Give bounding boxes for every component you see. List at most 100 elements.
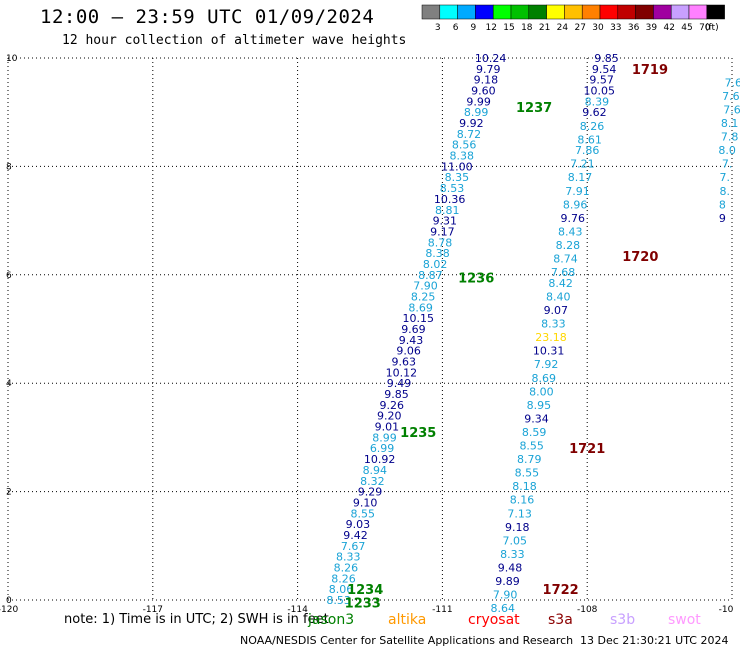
wave-height-value: 8.61 (577, 133, 602, 146)
legend-label: 15 (503, 23, 514, 33)
pass-label: 1720 (622, 250, 658, 265)
legend-swatch (670, 4, 690, 20)
wave-height-value: 7.90 (413, 280, 438, 293)
page-subtitle: 12 hour collection of altimeter wave hei… (62, 33, 407, 48)
axis-ticks: -120 -117 -114 -111 -108 -10 0 2 4 6 8 10 (0, 54, 734, 615)
wave-height-value: 9.34 (524, 412, 549, 425)
wave-height-value: 8.18 (512, 480, 537, 493)
wave-height-value: 8.0 (718, 144, 736, 157)
lat-tick-label: 4 (6, 379, 12, 389)
wave-height-value: 9.10 (353, 496, 378, 509)
wave-height-value: 10.36 (434, 193, 466, 206)
satellite-name-cryosat: cryosat (468, 612, 520, 628)
lat-tick-label: 2 (6, 488, 12, 498)
satellite-name-swot: swot (668, 612, 701, 628)
wave-height-value: 9.54 (592, 63, 617, 76)
wave-height-value: 8.38 (449, 150, 474, 163)
wave-height-value: 8.53 (326, 594, 351, 607)
legend-label: 45 (681, 23, 692, 33)
wave-height-value: 8.74 (553, 253, 578, 266)
wave-height-value: 9.26 (379, 399, 404, 412)
lon-tick-label: -108 (577, 605, 598, 615)
wave-height-value: 9.99 (466, 95, 491, 108)
wave-height-value: 8.38 (425, 247, 450, 260)
legend-label: 12 (485, 23, 496, 33)
wave-height-value: 9.89 (495, 575, 520, 588)
wave-height-value: 8.33 (336, 551, 361, 564)
legend-swatch (688, 4, 708, 20)
lon-tick-label: -120 (0, 605, 18, 615)
wave-height-value: 7.90 (493, 589, 518, 602)
wave-height-value: 8.43 (558, 225, 583, 238)
legend-label: 3 (435, 23, 441, 33)
wave-height-value: 7.68 (551, 266, 576, 279)
wave-height-value: 8.26 (580, 120, 605, 133)
pass-label: 1234 (347, 583, 383, 598)
wave-height-value: 10.05 (584, 85, 616, 98)
legend-swatch (475, 4, 494, 20)
legend-label: 70 (699, 23, 711, 33)
wave-height-value: 8.16 (510, 494, 535, 507)
wave-height-value: 9.42 (343, 529, 368, 542)
wave-height-value: 8.59 (522, 426, 547, 439)
wave-height-value: 9.20 (377, 410, 402, 423)
wave-height-value: 9.79 (476, 63, 501, 76)
satellite-track: 10.249.799.189.609.998.999.928.728.568.3… (326, 52, 506, 607)
lat-tick-label: 8 (6, 162, 12, 172)
wave-height-value: 9.60 (471, 85, 496, 98)
lon-tick-label: -10 (719, 605, 734, 615)
legend-swatch (581, 4, 601, 20)
legend-label: 6 (453, 23, 459, 33)
wave-height-value: 9.03 (346, 518, 371, 531)
legend-label: 30 (592, 23, 604, 33)
wave-height-value: 7.86 (575, 144, 600, 157)
satellite-tracks: 10.249.799.189.609.998.999.928.728.568.3… (326, 52, 740, 615)
wave-height-value: 8.1 (721, 117, 739, 130)
legend-label: 9 (471, 23, 477, 33)
wave-height-value: 8.81 (435, 204, 460, 217)
legend-swatch (617, 4, 636, 20)
wave-height-value: 6.99 (370, 442, 395, 455)
satellite-track: 7.607.657.68.17.88.07.7.8.89 (718, 76, 740, 225)
map-grid (7, 57, 733, 601)
lon-tick-label: -117 (143, 605, 163, 615)
wave-height-value: 8.40 (546, 290, 571, 303)
wave-height-value: 8.32 (360, 475, 385, 488)
legend-swatch (564, 4, 583, 20)
wave-height-value: 9.76 (560, 212, 585, 225)
wave-height-value: 9.29 (358, 486, 383, 499)
wave-height-value: 9.85 (384, 388, 409, 401)
wave-height-value: 8.33 (541, 318, 566, 331)
pass-label: 1236 (458, 272, 494, 287)
lon-tick-label: -114 (287, 605, 308, 615)
timestamp-text: 13 Dec 21:30:21 UTC 2024 (580, 634, 729, 647)
wave-height-value: 7.60 (725, 76, 740, 89)
wave-height-value: 9.43 (399, 334, 424, 347)
wave-height-value: 8.26 (334, 561, 359, 574)
legend-swatch (492, 4, 512, 20)
wave-height-value: 8.42 (548, 277, 573, 290)
wave-height-value: 8.33 (500, 548, 525, 561)
pass-label: 1722 (543, 583, 579, 598)
credit-text: NOAA/NESDIS Center for Satellite Applica… (240, 634, 574, 647)
legend-swatch (421, 4, 441, 20)
wave-height-value: 10.12 (386, 366, 418, 379)
wave-height-value: 8.28 (556, 239, 581, 252)
wave-height-value: 8.06 (329, 583, 354, 596)
wave-height-value: 8.00 (529, 385, 554, 398)
wave-height-value: 10.92 (364, 453, 396, 466)
wave-height-value: 8.17 (568, 171, 593, 184)
wave-height-value: 8 (719, 198, 726, 211)
legend-label: 24 (557, 23, 569, 33)
wave-height-value: 8.96 (563, 198, 588, 211)
legend-swatch (706, 4, 725, 20)
legend-label: 33 (610, 23, 621, 33)
legend-label: 36 (628, 23, 640, 33)
wave-height-value: 7.67 (341, 540, 366, 553)
legend-label: 27 (574, 23, 585, 33)
wave-height-value: 8.99 (372, 431, 397, 444)
wave-height-value: 8.69 (532, 372, 557, 385)
